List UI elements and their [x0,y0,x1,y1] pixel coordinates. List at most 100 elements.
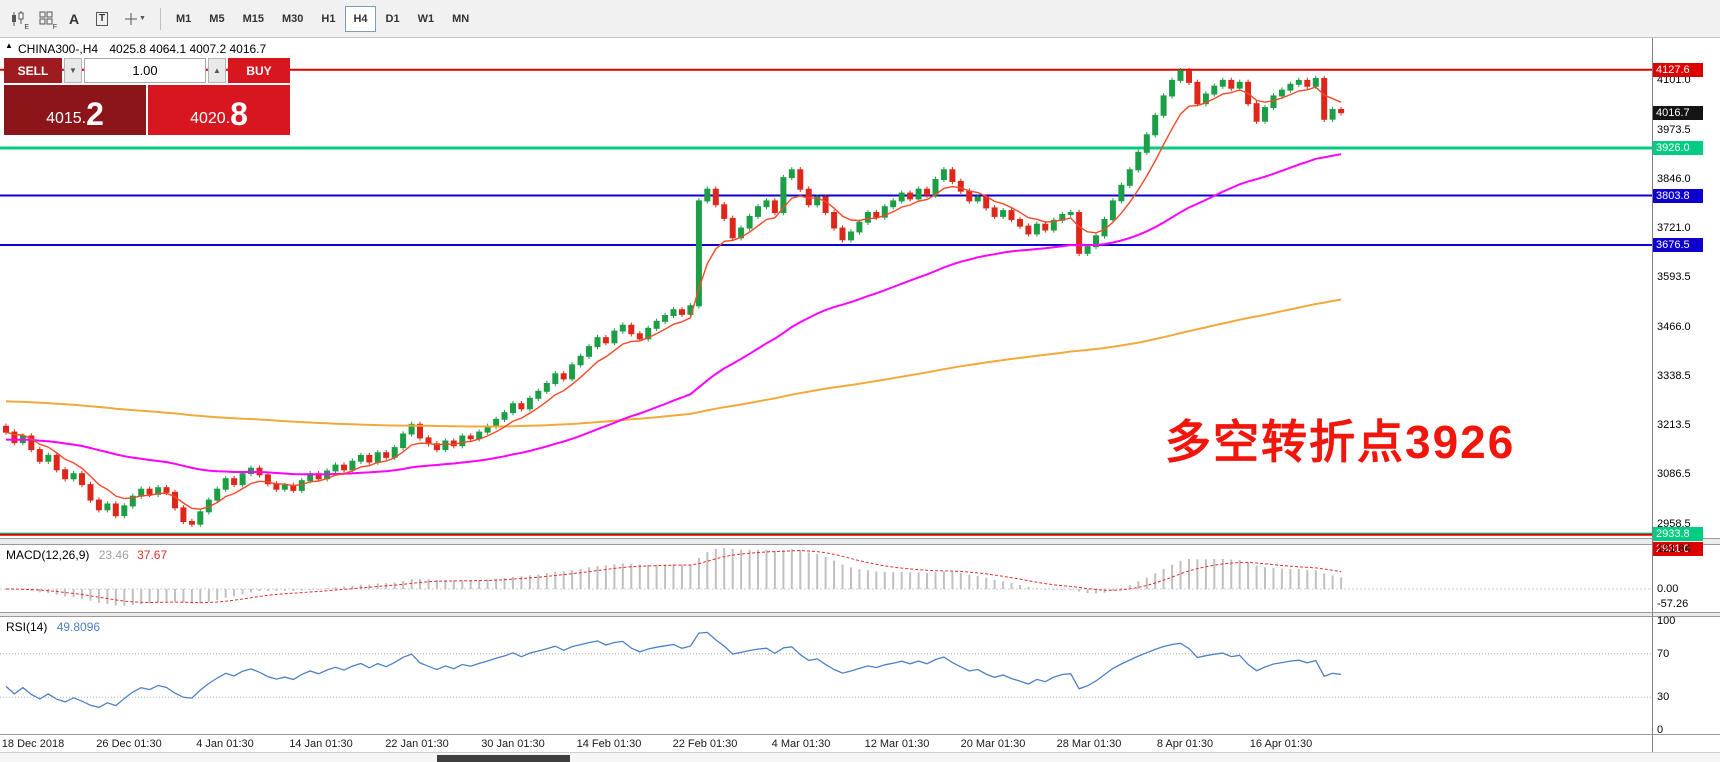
price-tick-3846.0: 3846.0 [1657,173,1691,185]
text-label-tool-button[interactable]: A [61,6,87,32]
time-label-6: 14 Feb 01:30 [576,738,642,750]
timeframe-button-h4[interactable]: H4 [345,5,376,32]
buy-price-main: 4020. [190,110,231,127]
price-tick-4101.0: 4101.0 [1657,74,1691,86]
price-box-3676.5: 3676.5 [1653,238,1703,252]
price-tick-3721.0: 3721.0 [1657,222,1691,234]
candlestick-chart-tool-button[interactable]: E [5,6,31,32]
volume-input[interactable] [84,58,206,83]
grid-icon [39,11,52,25]
ma-slow-line [5,298,1342,428]
chart-macd-separator[interactable] [0,538,1720,545]
macd-scale-0.00: 0.00 [1657,583,1679,595]
buy-button[interactable]: BUY [228,58,290,83]
horizontal-scrollbar[interactable] [0,752,1720,762]
timeframe-button-m15[interactable]: M15 [242,12,264,25]
time-label-8: 4 Mar 01:30 [771,738,831,750]
grid-tool-button[interactable]: F [33,6,59,32]
macd-scale-121.84: 121.84 [1657,543,1691,555]
timeframe-button-w1[interactable]: W1 [417,12,435,25]
one-click-trading-panel: SELL ▼ ▲ BUY 4015. 2 4020. 8 [4,58,290,135]
macd-name: MACD(12,26,9) [6,548,90,562]
timeframe-button-m1[interactable]: M1 [176,12,192,25]
toolbar-divider [160,7,161,30]
price-tick-3338.5: 3338.5 [1657,370,1691,382]
macd-scale--57.26: -57.26 [1657,598,1689,610]
price-box-4127.6: 4127.6 [1653,63,1703,77]
annotation-text: 多空转折点3926 [1165,416,1516,468]
letter-a-icon: A [68,10,80,27]
time-label-1: 26 Dec 01:30 [96,738,162,750]
time-label-7: 22 Feb 01:30 [672,738,738,750]
ma-mid-line [5,153,1342,476]
crosshair-tool-button[interactable]: ▼ [117,6,153,32]
sell-price-main: 4015. [46,110,87,127]
rsi-label-row: RSI(14) 49.8096 [6,620,100,634]
rsi-scale-100: 100 [1657,615,1676,627]
time-label-0: 18 Dec 2018 [1,738,65,750]
rsi-scale-70: 70 [1657,648,1670,660]
macd-r si-separator[interactable] [0,612,1720,617]
price-tick-3466.0: 3466.0 [1657,321,1691,333]
chart-title: CHINA300-,H4 4025.8 4064.1 4007.2 4016.7 [18,42,266,56]
price-tick-3086.5: 3086.5 [1657,468,1691,480]
sell-button[interactable]: SELL [4,58,62,83]
candles-down [3,68,1345,527]
buy-price-panel[interactable]: 4020. 8 [148,85,290,135]
volume-down-button[interactable]: ▼ [64,58,82,83]
rsi-name: RSI(14) [6,620,48,634]
sell-price-panel[interactable]: 4015. 2 [4,85,146,135]
chart-ohlc-values: 4025.8 4064.1 4007.2 4016.7 [109,42,267,56]
crosshair-icon [125,12,138,25]
price-box-3926.0: 3926.0 [1653,141,1703,155]
time-label-3: 14 Jan 01:30 [289,738,353,750]
macd-histogram [5,548,1343,606]
timeframe-button-m5[interactable]: M5 [209,12,225,25]
scrollbar-thumb[interactable] [437,755,570,762]
rsi-scale-30: 30 [1657,691,1670,703]
price-axis-border [1652,38,1653,752]
text-box-tool-button[interactable]: T [89,6,115,32]
time-axis: 18 Dec 2018 26 Dec 01:30 4 Jan 01:30 14 Jan… [0,736,1652,752]
icon-sub-label: E [24,23,29,31]
time-label-11: 28 Mar 01:30 [1056,738,1122,750]
timeframe-button-m30[interactable]: M30 [281,12,304,25]
ma-fast-line [5,86,1342,510]
time-label-5: 30 Jan 01:30 [481,738,545,750]
time-label-10: 20 Mar 01:30 [960,738,1026,750]
chevron-down-icon: ▼ [139,15,146,22]
price-box-3803.8: 3803.8 [1653,189,1703,203]
price-box-4016.7: 4016.7 [1653,106,1703,120]
timeframe-button-h1[interactable]: H1 [321,12,336,25]
price-tick-3593.5: 3593.5 [1657,271,1691,283]
time-label-2: 4 Jan 01:30 [196,738,254,750]
rsi-value: 49.8096 [56,620,101,634]
boxed-t-icon: T [95,11,109,26]
macd-main-value: 23.46 [98,548,129,562]
macd-label-row: MACD(12,26,9) 23.46 37.67 [6,548,167,562]
price-box-2933.8: 2933.8 [1653,527,1703,541]
price-box-2931.0: 2931.0 [1653,542,1703,556]
buy-price-big-digit: 8 [230,96,248,132]
time-label-9: 12 Mar 01:30 [864,738,930,750]
macd-signal-value: 37.67 [137,548,168,562]
price-tick-3213.5: 3213.5 [1657,419,1691,431]
time-label-4: 22 Jan 01:30 [385,738,449,750]
price-tick-3973.5: 3973.5 [1657,124,1691,136]
rsi-line [5,631,1342,709]
time-label-13: 16 Apr 01:30 [1249,738,1313,750]
timeframe-bar: M1 M5 M15 M30 H1 H4 D1 W1 MN [167,5,478,32]
timeframe-button-d1[interactable]: D1 [385,12,400,25]
rsi-timeaxis-separator [0,734,1720,735]
sell-price-big-digit: 2 [86,96,104,132]
candles-up [19,68,1336,527]
rsi-scale-0: 0 [1657,724,1664,736]
price-chart-canvas[interactable] [0,0,1652,752]
one-click-collapse-icon[interactable]: ▲ [5,41,13,50]
icon-sub-label: F [52,23,57,31]
volume-up-button[interactable]: ▲ [208,58,226,83]
timeframe-button-mn[interactable]: MN [452,12,470,25]
chart-symbol-period: CHINA300-,H4 [18,42,99,56]
macd-signal-line [5,550,1342,604]
